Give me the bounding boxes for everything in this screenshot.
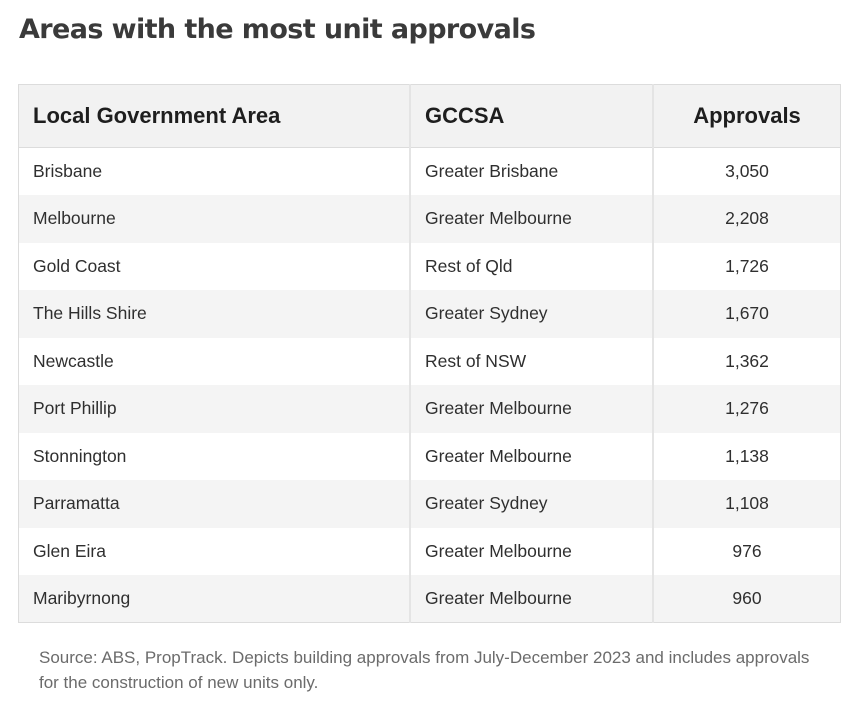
cell-approvals: 1,138 — [653, 432, 841, 480]
table-row: Port Phillip Greater Melbourne 1,276 — [18, 385, 841, 433]
cell-approvals: 1,726 — [653, 242, 841, 290]
cell-approvals: 1,108 — [653, 480, 841, 528]
source-note: Source: ABS, PropTrack. Depicts building… — [39, 648, 810, 692]
cell-area: Glen Eira — [18, 527, 411, 575]
cell-approvals: 960 — [653, 575, 841, 623]
cell-area: Brisbane — [18, 147, 411, 195]
header-approvals: Approvals — [653, 84, 841, 148]
header-gccsa: GCCSA — [410, 84, 654, 148]
cell-area: Parramatta — [18, 480, 411, 528]
cell-gccsa: Greater Melbourne — [410, 575, 654, 623]
cell-approvals: 1,362 — [653, 337, 841, 385]
cell-approvals: 976 — [653, 527, 841, 575]
cell-area: Stonnington — [18, 432, 411, 480]
cell-gccsa: Greater Melbourne — [410, 385, 654, 433]
cell-approvals: 1,670 — [653, 290, 841, 338]
cell-area: Port Phillip — [18, 385, 411, 433]
cell-gccsa: Rest of Qld — [410, 242, 654, 290]
table-row: Glen Eira Greater Melbourne 976 — [18, 527, 841, 575]
cell-area: Maribyrnong — [18, 575, 411, 623]
approvals-table: Local Government Area GCCSA Approvals Br… — [18, 84, 841, 623]
cell-area: Gold Coast — [18, 242, 411, 290]
table-row: Parramatta Greater Sydney 1,108 — [18, 480, 841, 528]
cell-gccsa: Greater Melbourne — [410, 527, 654, 575]
table-row: Melbourne Greater Melbourne 2,208 — [18, 195, 841, 243]
table-row: Newcastle Rest of NSW 1,362 — [18, 337, 841, 385]
table-row: Stonnington Greater Melbourne 1,138 — [18, 432, 841, 480]
cell-gccsa: Rest of NSW — [410, 337, 654, 385]
table-row: Gold Coast Rest of Qld 1,726 — [18, 242, 841, 290]
table-row: The Hills Shire Greater Sydney 1,670 — [18, 290, 841, 338]
cell-area: Newcastle — [18, 337, 411, 385]
cell-area: Melbourne — [18, 195, 411, 243]
cell-approvals: 2,208 — [653, 195, 841, 243]
cell-approvals: 3,050 — [653, 147, 841, 195]
cell-gccsa: Greater Sydney — [410, 480, 654, 528]
table-row: Brisbane Greater Brisbane 3,050 — [18, 147, 841, 195]
page-title: Areas with the most unit approvals — [19, 14, 536, 45]
cell-area: The Hills Shire — [18, 290, 411, 338]
cell-gccsa: Greater Sydney — [410, 290, 654, 338]
cell-gccsa: Greater Melbourne — [410, 432, 654, 480]
header-local-government-area: Local Government Area — [18, 84, 411, 148]
table-row: Maribyrnong Greater Melbourne 960 — [18, 575, 841, 623]
cell-approvals: 1,276 — [653, 385, 841, 433]
table-header-row: Local Government Area GCCSA Approvals — [18, 84, 841, 148]
cell-gccsa: Greater Melbourne — [410, 195, 654, 243]
cell-gccsa: Greater Brisbane — [410, 147, 654, 195]
